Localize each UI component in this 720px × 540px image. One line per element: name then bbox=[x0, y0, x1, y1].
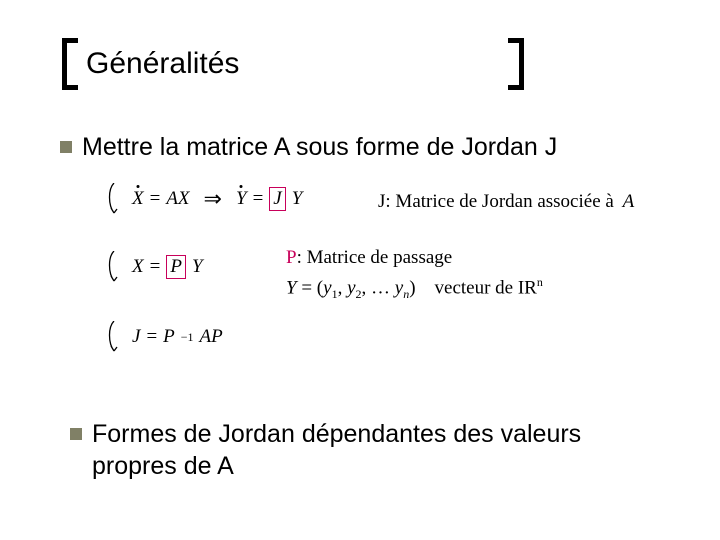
bullet-2-text: Formes de Jordan dépendantes des valeurs… bbox=[92, 419, 670, 482]
annot-P-rest: : Matrice de passage bbox=[297, 247, 453, 268]
annot-yn: y bbox=[395, 278, 403, 299]
annotation-J: J: Matrice de Jordan associée à A bbox=[378, 191, 634, 213]
equation-3: J = P−1AP bbox=[106, 321, 223, 353]
eq3-AP: AP bbox=[200, 326, 223, 348]
bullet-square-icon bbox=[60, 141, 72, 153]
bracket-right-icon bbox=[508, 38, 524, 90]
title-area: Généralités bbox=[62, 38, 670, 90]
slide-title: Généralités bbox=[78, 47, 508, 81]
bullet-item-2: Formes de Jordan dépendantes des valeurs… bbox=[70, 419, 670, 482]
annot-y2: y bbox=[347, 278, 355, 299]
equation-1: X = AX ⇒ Y = J Y bbox=[106, 183, 302, 215]
eq1-rhs1: AX bbox=[166, 188, 189, 210]
eq3-sup: −1 bbox=[181, 330, 194, 345]
eq2-P-boxed: P bbox=[166, 255, 186, 279]
annot-eq: = ( bbox=[297, 278, 324, 299]
eq1-Y: Y bbox=[292, 188, 303, 210]
curve-arrow-icon bbox=[106, 183, 120, 215]
bullet-square-icon bbox=[70, 428, 82, 440]
eq1-J-boxed: J bbox=[269, 187, 285, 211]
bullet-item-1: Mettre la matrice A sous forme de Jordan… bbox=[60, 132, 670, 163]
curve-arrow-icon bbox=[106, 251, 120, 283]
curve-arrow-icon bbox=[106, 321, 120, 353]
eq3-J: J bbox=[132, 326, 140, 348]
implies-icon: ⇒ bbox=[204, 186, 222, 212]
annot-supn: n bbox=[537, 275, 543, 289]
bracket-left-icon bbox=[62, 38, 78, 90]
annotation-P: P: Matrice de passage Y = (y1, y2, … yn)… bbox=[286, 247, 543, 302]
bullet-1-text: Mettre la matrice A sous forme de Jordan… bbox=[82, 132, 557, 163]
eq3-P: P bbox=[163, 326, 175, 348]
annot-c1: , bbox=[338, 278, 348, 299]
annot-y1: y bbox=[323, 278, 331, 299]
annot-J-A: A bbox=[623, 191, 635, 212]
annot-J-text: J: Matrice de Jordan associée à bbox=[378, 191, 614, 212]
annot-c2: , … bbox=[362, 278, 395, 299]
eq1-xdot: X bbox=[132, 188, 144, 210]
eq2-Y: Y bbox=[192, 256, 203, 278]
math-region: X = AX ⇒ Y = J Y J: Matrice de Jordan as… bbox=[88, 181, 670, 401]
annot-vec: vecteur de IR bbox=[416, 278, 537, 299]
equation-2: X = P Y bbox=[106, 251, 203, 283]
eq1-ydot: Y bbox=[236, 188, 247, 210]
eq2-X: X bbox=[132, 256, 144, 278]
annot-P-red: P bbox=[286, 247, 297, 268]
annot-Y: Y bbox=[286, 278, 297, 299]
